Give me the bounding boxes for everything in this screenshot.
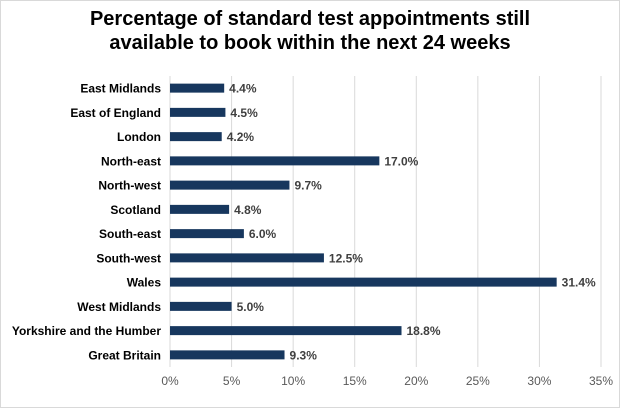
category-label: West Midlands [77,300,161,314]
bar [170,83,225,93]
bar [170,132,222,142]
bar [170,326,402,336]
bars [170,83,557,360]
data-label: 4.4% [229,82,257,96]
category-label: North-west [98,179,161,193]
gridlines [169,76,602,367]
category-label: Great Britain [88,348,161,362]
x-tick-label: 30% [527,374,551,388]
category-label: East of England [70,106,161,120]
value-labels: 4.4% 4.5% 4.2% 17.0% 9.7% 4.8% 6.0% 12.5% 31.4% 5… [227,82,596,363]
bar [170,204,230,214]
category-labels: East Midlands East of England London North-… [12,82,161,363]
bar [170,253,324,263]
category-label: South-west [96,251,161,265]
data-label: 4.8% [234,203,262,217]
bar [170,107,226,117]
bar [170,180,290,190]
category-label: Wales [127,276,162,290]
x-tick-label: 10% [281,374,305,388]
category-label: London [117,130,161,144]
category-label: East Midlands [80,82,161,96]
category-label: North-east [101,154,161,168]
data-label: 9.7% [294,179,322,193]
data-label: 17.0% [384,154,418,168]
bar [170,301,232,311]
bar [170,350,285,360]
data-label: 4.2% [227,130,255,144]
x-tick-label: 5% [223,374,241,388]
x-tick-label: 15% [343,374,367,388]
data-label: 6.0% [249,227,277,241]
bar [170,156,380,166]
x-tick-label: 0% [161,374,179,388]
data-label: 12.5% [329,251,363,265]
x-tick-label: 20% [404,374,428,388]
chart-title-line-1: Percentage of standard test appointments… [89,8,531,30]
category-label: South-east [99,227,161,241]
chart-title-line-2: available to book within the next 24 wee… [109,32,511,54]
x-tick-label: 25% [466,374,490,388]
data-label: 5.0% [237,300,265,314]
bar [170,277,557,287]
data-label: 18.8% [407,324,441,338]
category-label: Yorkshire and the Humber [12,324,161,338]
x-axis-tick-labels: 0% 5% 10% 15% 20% 25% 30% 35% [161,374,613,388]
x-tick-label: 35% [589,374,613,388]
data-label: 4.5% [230,106,258,120]
chart-title: Percentage of standard test appointments… [0,7,620,55]
category-label: Scotland [110,203,161,217]
bar [170,229,244,239]
data-label: 9.3% [290,348,318,362]
data-label: 31.4% [562,276,596,290]
